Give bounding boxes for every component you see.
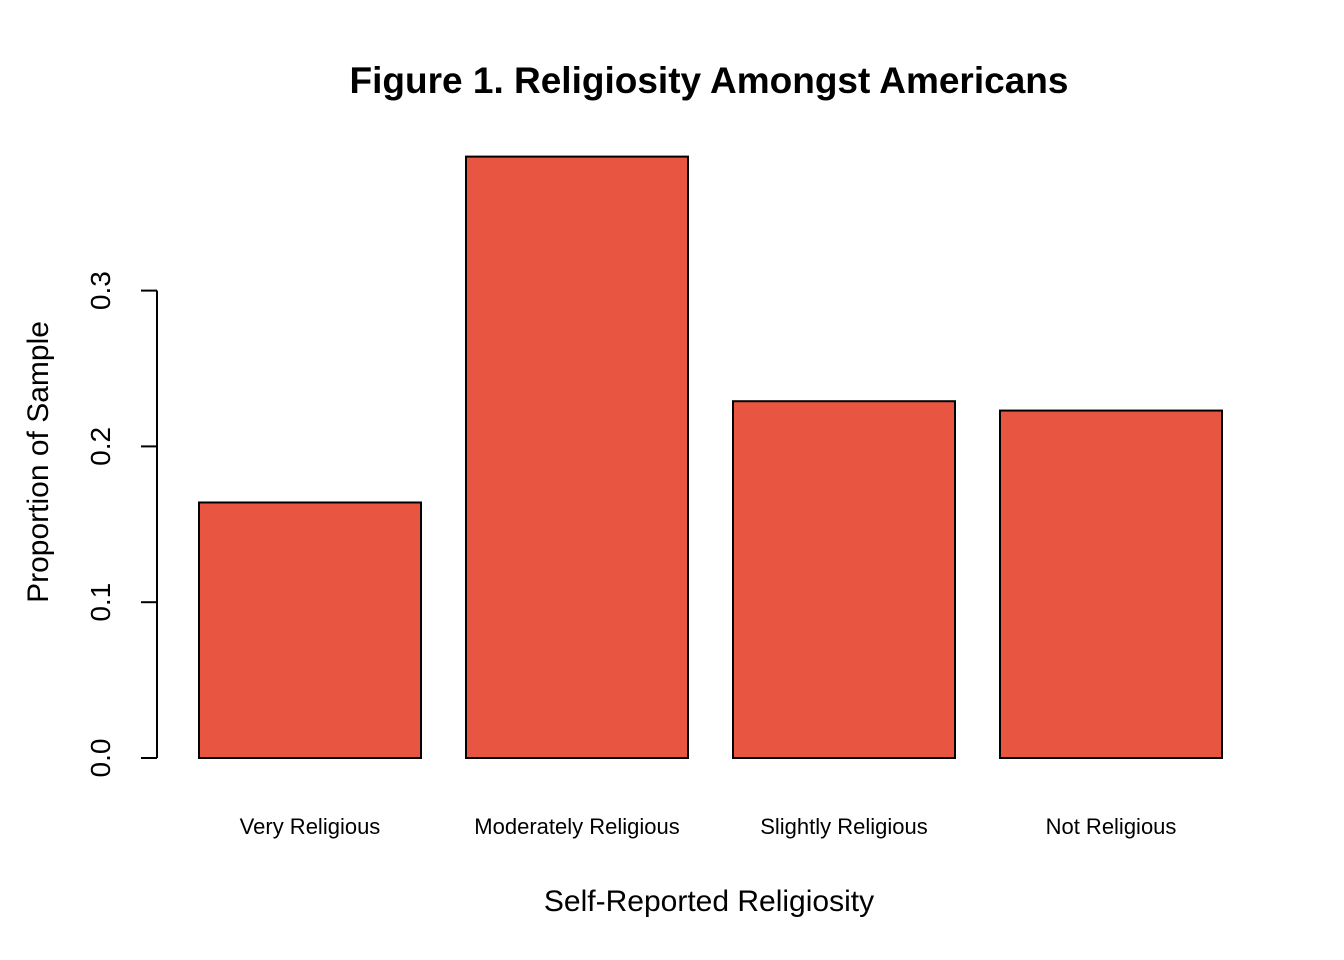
bar-slightly-religious: [732, 400, 956, 759]
chart-title: Figure 1. Religiosity Amongst Americans: [350, 60, 1069, 101]
x-axis-title: Self-Reported Religiosity: [544, 885, 874, 918]
bar-not-religious: [999, 409, 1223, 759]
x-category-label: Moderately Religious: [474, 814, 679, 839]
y-axis-title: Proportion of Sample: [22, 321, 55, 603]
bar-moderately-religious: [465, 155, 689, 759]
y-axis: 0.0 0.1 0.2 0.3: [85, 271, 158, 778]
y-tick-label: 0.2: [85, 427, 116, 466]
y-tick-label: 0.3: [85, 271, 116, 310]
bars-group: [198, 155, 1223, 759]
x-category-label: Not Religious: [1046, 814, 1177, 839]
bar-very-religious: [198, 501, 422, 759]
y-tick-label: 0.1: [85, 583, 116, 622]
y-tick-label: 0.0: [85, 739, 116, 778]
x-category-label: Very Religious: [240, 814, 381, 839]
x-axis-category-labels: Very Religious Moderately Religious Slight…: [240, 814, 1177, 839]
x-category-label: Slightly Religious: [760, 814, 928, 839]
